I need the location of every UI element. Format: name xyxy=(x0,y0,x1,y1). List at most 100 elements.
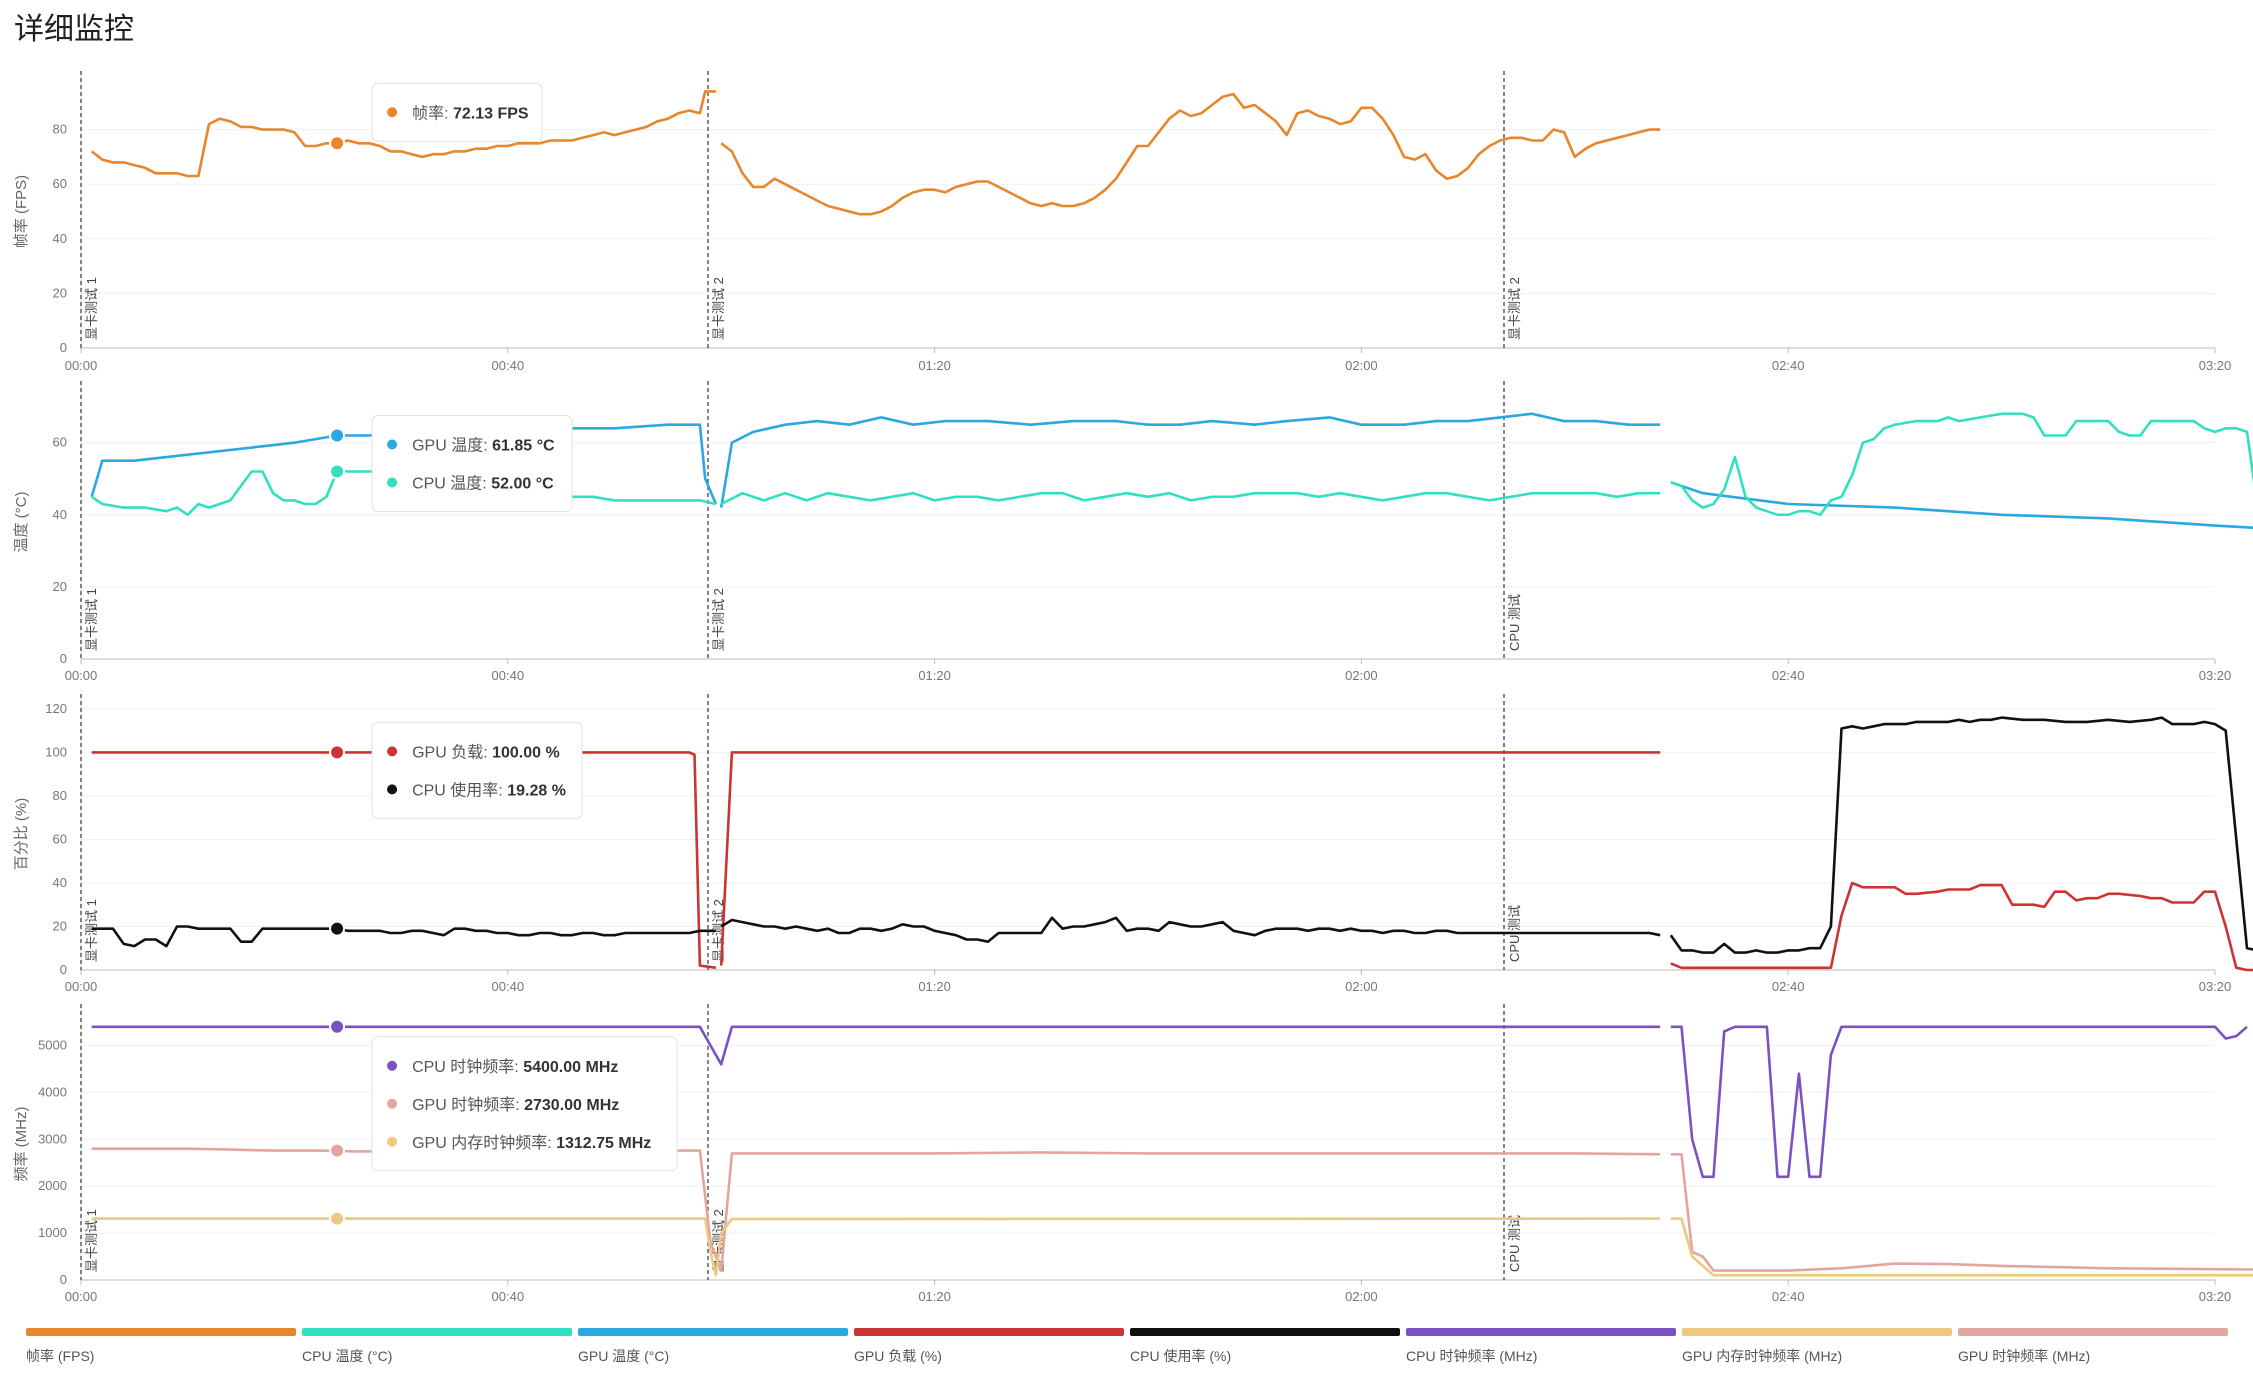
series-line-1 xyxy=(720,92,1661,216)
test-marker-label: 显卡测试 2 xyxy=(711,277,726,340)
series-line-1 xyxy=(90,90,716,178)
series-line-2 xyxy=(1670,412,2253,517)
y-tick-label: 0 xyxy=(60,1272,67,1287)
y-tick-label: 80 xyxy=(53,122,67,137)
y-tick-label: 120 xyxy=(45,701,67,716)
series-line-1 xyxy=(1670,881,2253,972)
x-tick-label: 00:40 xyxy=(492,358,525,373)
tooltip-swatch xyxy=(387,784,398,795)
x-tick-label: 03:20 xyxy=(2199,668,2232,683)
tooltip-swatch xyxy=(387,1060,398,1071)
series-line-1 xyxy=(1670,1025,2248,1179)
x-tick-label: 02:00 xyxy=(1345,668,1378,683)
legend-swatch xyxy=(26,1328,296,1336)
x-tick-label: 01:20 xyxy=(918,358,951,373)
x-tick-label: 03:20 xyxy=(2199,979,2232,994)
legend-item[interactable]: GPU 负载 (%) xyxy=(854,1328,1124,1366)
tooltip-row: CPU 时钟频率: 5400.00 MHz xyxy=(412,1058,618,1076)
legend-swatch xyxy=(854,1328,1124,1336)
y-tick-label: 40 xyxy=(53,875,67,890)
hover-point xyxy=(329,1142,346,1159)
x-tick-label: 01:20 xyxy=(918,668,951,683)
x-tick-label: 02:40 xyxy=(1772,979,1805,994)
chart-panel-2: 0 20 40 60 温度 (°C) 00:00 00:40 01:20 02:00 02:40 0… xyxy=(13,381,2253,683)
legend-item[interactable]: GPU 温度 (°C) xyxy=(578,1328,848,1366)
legend-swatch xyxy=(302,1328,572,1336)
chart-panel-4: 0 1000 2000 3000 4000 5000 频率 (MHz) 00:00 00:40 0… xyxy=(13,1004,2253,1304)
x-tick-label: 00:00 xyxy=(65,358,98,373)
y-tick-label: 5000 xyxy=(38,1038,67,1053)
x-tick-label: 02:00 xyxy=(1345,358,1378,373)
y-tick-label: 40 xyxy=(53,231,67,246)
test-marker-label: 显卡测试 1 xyxy=(84,899,99,962)
y-tick-label: 20 xyxy=(53,579,67,594)
y-tick-label: 0 xyxy=(60,651,67,666)
legend-label: CPU 温度 (°C) xyxy=(302,1348,393,1364)
y-axis-title: 百分比 (%) xyxy=(13,798,30,871)
x-tick-label: 02:00 xyxy=(1345,979,1378,994)
series-line-1 xyxy=(719,412,1661,508)
test-marker-label: 显卡测试 2 xyxy=(711,588,726,651)
tooltip-swatch xyxy=(387,746,398,757)
legend-swatch xyxy=(1130,1328,1400,1336)
test-marker-label: 显卡测试 2 xyxy=(1507,277,1522,340)
x-tick-label: 01:20 xyxy=(918,979,951,994)
tooltip-row: GPU 温度: 61.85 °C xyxy=(412,436,555,454)
hover-point xyxy=(329,135,346,152)
x-tick-label: 03:20 xyxy=(2199,358,2232,373)
series-line-2 xyxy=(720,916,1661,943)
legend-swatch xyxy=(578,1328,848,1336)
series-line-1 xyxy=(91,1025,1661,1066)
series-line-2 xyxy=(91,925,716,948)
legend-item[interactable]: GPU 内存时钟频率 (MHz) xyxy=(1682,1328,1952,1366)
series-line-2 xyxy=(1669,716,2253,954)
x-tick-label: 00:40 xyxy=(492,668,525,683)
y-tick-label: 0 xyxy=(60,340,67,355)
y-axis-title: 温度 (°C) xyxy=(13,492,30,553)
legend-label: GPU 温度 (°C) xyxy=(578,1348,670,1364)
test-marker-label: CPU 测试 xyxy=(1507,594,1522,651)
tooltip: GPU 温度: 61.85 °C CPU 温度: 52.00 °C xyxy=(371,414,573,512)
x-tick-label: 02:40 xyxy=(1772,668,1805,683)
test-marker-label: CPU 测试 xyxy=(1507,1215,1522,1272)
series-line-2 xyxy=(91,1147,1661,1272)
series-line-1 xyxy=(1670,481,2253,530)
tooltip: CPU 时钟频率: 5400.00 MHz GPU 时钟频率: 2730.00 M… xyxy=(371,1036,678,1172)
y-tick-label: 0 xyxy=(60,962,67,977)
series-line-2 xyxy=(1670,1153,2253,1272)
legend-label: CPU 使用率 (%) xyxy=(1130,1348,1232,1364)
tooltip-row: GPU 时钟频率: 2730.00 MHz xyxy=(412,1096,619,1114)
legend-label: 帧率 (FPS) xyxy=(26,1348,95,1364)
hover-point xyxy=(329,1018,346,1035)
series-line-3 xyxy=(91,1217,1661,1277)
x-tick-label: 00:00 xyxy=(65,979,98,994)
tooltip-swatch xyxy=(387,1098,398,1109)
test-marker-label: 显卡测试 1 xyxy=(84,277,99,340)
test-marker-label: 显卡测试 1 xyxy=(84,1209,99,1272)
series-line-1 xyxy=(719,751,1661,966)
series-line-1 xyxy=(90,423,718,505)
legend-item[interactable]: 帧率 (FPS) xyxy=(26,1328,296,1366)
test-marker-label: 显卡测试 1 xyxy=(84,588,99,651)
tooltip-swatch xyxy=(387,1136,398,1147)
chart-panel-1: 0 20 40 60 80 帧率 (FPS) 00:00 00:40 01:20 02:00 02:… xyxy=(13,71,2231,373)
legend-item[interactable]: GPU 时钟频率 (MHz) xyxy=(1958,1328,2228,1366)
tooltip-box xyxy=(371,414,573,512)
legend-label: CPU 时钟频率 (MHz) xyxy=(1406,1348,1538,1364)
legend-item[interactable]: CPU 使用率 (%) xyxy=(1130,1328,1400,1366)
series-line-2 xyxy=(720,491,1661,506)
y-tick-label: 20 xyxy=(53,285,67,300)
y-tick-label: 60 xyxy=(53,831,67,846)
hover-point xyxy=(329,744,346,761)
tooltip-box xyxy=(371,721,583,819)
x-tick-label: 00:00 xyxy=(65,1289,98,1304)
legend-swatch xyxy=(1682,1328,1952,1336)
hover-point xyxy=(329,1210,346,1227)
legend-item[interactable]: CPU 温度 (°C) xyxy=(302,1328,572,1366)
tooltip-swatch xyxy=(387,439,398,450)
y-tick-label: 20 xyxy=(53,918,67,933)
series-line-2 xyxy=(90,470,717,517)
tooltip-row: CPU 温度: 52.00 °C xyxy=(412,474,554,492)
legend-item[interactable]: CPU 时钟频率 (MHz) xyxy=(1406,1328,1676,1366)
tooltip-row: 帧率: 72.13 FPS xyxy=(412,104,529,122)
